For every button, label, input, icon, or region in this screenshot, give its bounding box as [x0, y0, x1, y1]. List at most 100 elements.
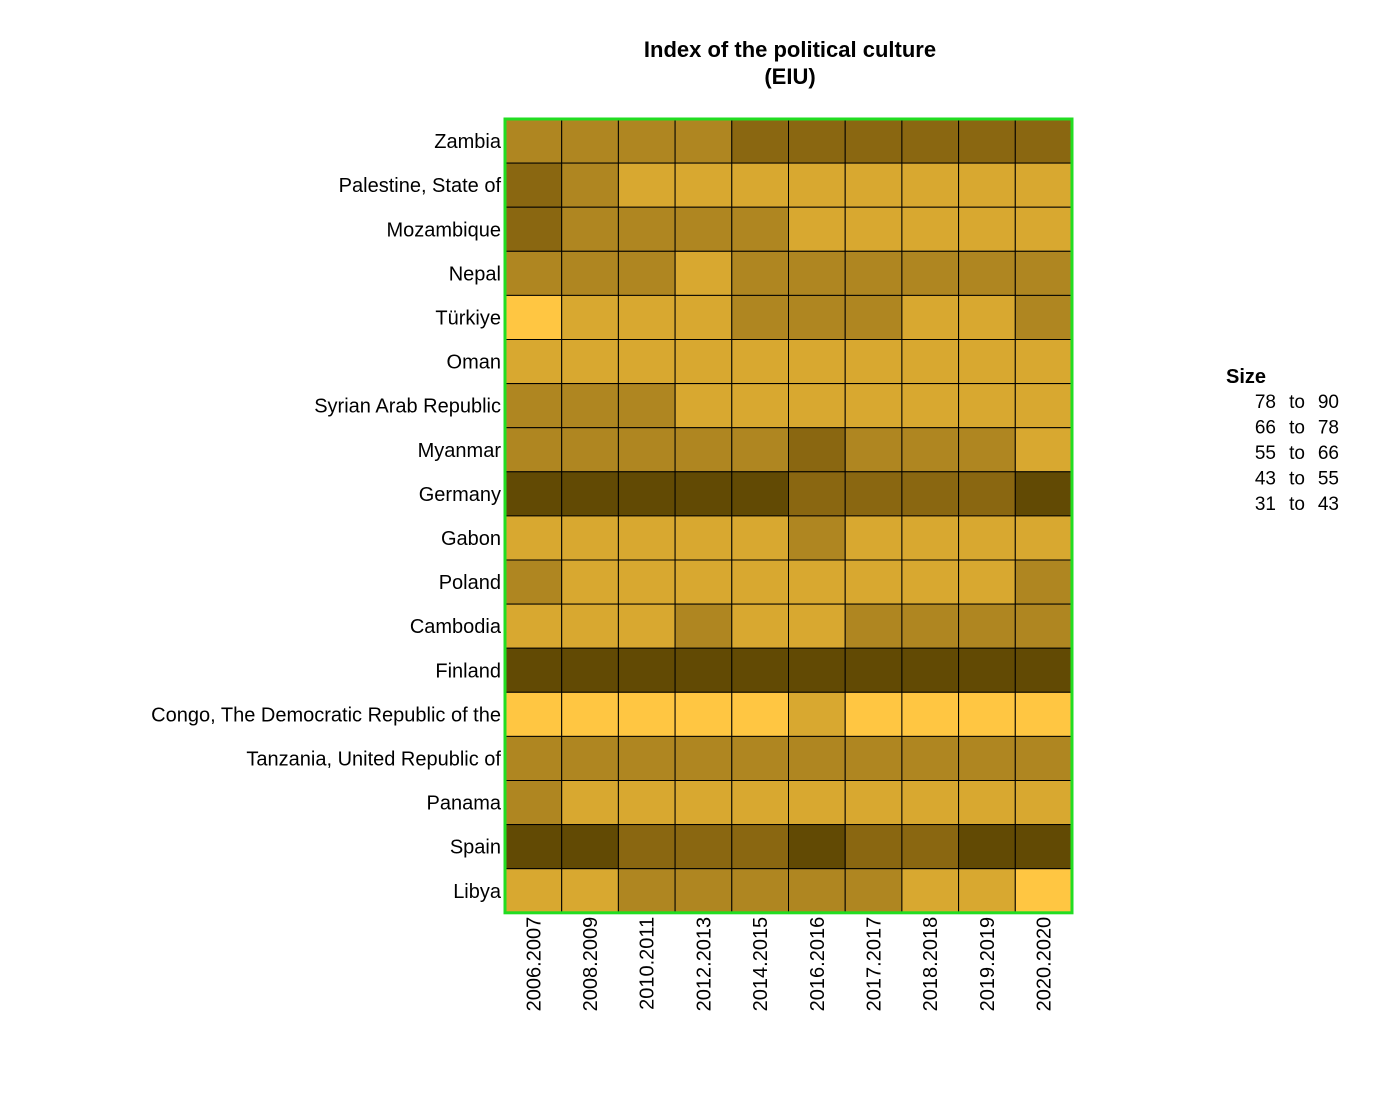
heatmap-cell	[561, 603, 619, 649]
heatmap-cell	[901, 339, 960, 385]
heatmap-cell	[901, 824, 960, 870]
heatmap-cell	[561, 383, 619, 429]
legend-range-start: 55	[1255, 443, 1276, 464]
heatmap-cell	[731, 294, 789, 340]
heatmap-cell	[504, 780, 563, 826]
heatmap-cell	[617, 824, 676, 870]
heatmap-cell	[731, 515, 789, 561]
heatmap-cell	[561, 647, 619, 693]
column-label: 2016.2016	[807, 917, 829, 1012]
heatmap-cell	[617, 559, 676, 605]
heatmap-cell	[958, 735, 1016, 782]
heatmap-cell	[788, 559, 846, 605]
heatmap-cell	[1014, 559, 1073, 605]
heatmap-cell	[844, 515, 903, 561]
heatmap-cell	[901, 868, 960, 914]
heatmap-cell	[674, 868, 733, 914]
heatmap-cell	[788, 294, 846, 340]
heatmap-cell	[901, 383, 960, 429]
heatmap-cell	[788, 471, 846, 517]
column-label: 2006.2007	[523, 917, 545, 1012]
heatmap-cell	[844, 339, 903, 385]
heatmap-cell	[958, 559, 1016, 605]
heatmap-cell	[788, 868, 846, 914]
heatmap-cell	[731, 250, 789, 296]
heatmap-cell	[674, 250, 733, 296]
heatmap-cell	[674, 383, 733, 429]
heatmap-cell	[1014, 471, 1073, 517]
plot-border	[503, 117, 1074, 915]
heatmap-cell	[504, 515, 563, 561]
heatmap-cell	[1014, 339, 1073, 385]
heatmap-cell	[844, 647, 903, 693]
heatmap-cell	[901, 559, 960, 605]
heatmap-cell	[504, 339, 563, 385]
column-label: 2008.2009	[580, 917, 602, 1012]
legend-title: Size	[1226, 366, 1266, 388]
heatmap-cell	[674, 559, 733, 605]
heatmap-cell	[1014, 427, 1073, 473]
heatmap-cell	[674, 691, 733, 737]
heatmap-cell	[788, 647, 846, 693]
heatmap-cell	[617, 603, 676, 649]
heatmap-cell	[901, 515, 960, 561]
heatmap-cell	[731, 383, 789, 429]
legend-range-end: 66	[1318, 443, 1339, 464]
heatmap-cell	[788, 162, 846, 208]
heatmap-cell	[617, 250, 676, 296]
heatmap-cell	[504, 206, 563, 252]
row-label: Palestine, State of	[339, 175, 502, 197]
heatmap-cell	[504, 471, 563, 517]
heatmap-cell	[1014, 868, 1073, 914]
heatmap-cell	[674, 118, 733, 164]
heatmap-cell	[504, 691, 563, 737]
legend-range-end: 55	[1318, 469, 1339, 490]
heatmap-cells	[504, 118, 1073, 914]
heatmap-cell	[674, 162, 733, 208]
heatmap-cell	[1014, 206, 1073, 252]
heatmap-cell	[674, 427, 733, 473]
heatmap-cell	[504, 294, 563, 340]
heatmap-cell	[731, 559, 789, 605]
heatmap-cell	[561, 735, 619, 782]
heatmap-cell	[844, 427, 903, 473]
legend-range-end: 78	[1318, 418, 1339, 439]
heatmap-cell	[1014, 515, 1073, 561]
heatmap-cell	[958, 294, 1016, 340]
heatmap-cell	[844, 294, 903, 340]
legend-range-start: 43	[1255, 469, 1276, 490]
legend-range-separator: to	[1289, 418, 1305, 439]
row-label: Türkiye	[435, 307, 501, 329]
chart-subtitle: (EIU)	[764, 64, 815, 89]
heatmap-cell	[958, 780, 1016, 826]
row-label: Spain	[450, 837, 501, 859]
legend-range-end: 43	[1318, 494, 1339, 515]
column-label: 2010.2011	[637, 917, 659, 1010]
heatmap-cell	[674, 603, 733, 649]
heatmap-cell	[901, 647, 960, 693]
heatmap-cell	[561, 515, 619, 561]
heatmap-cell	[901, 206, 960, 252]
heatmap-cell	[788, 206, 846, 252]
heatmap-cell	[674, 471, 733, 517]
heatmap-cell	[617, 780, 676, 826]
heatmap-cell	[1014, 824, 1073, 870]
heatmap-cell	[561, 339, 619, 385]
column-label: 2017.2017	[864, 917, 886, 1012]
row-label: Tanzania, United Republic of	[246, 748, 501, 770]
heatmap-cell	[901, 118, 960, 164]
heatmap-cell	[844, 691, 903, 737]
column-label: 2019.2019	[977, 917, 999, 1012]
heatmap-cell	[504, 735, 563, 782]
heatmap-cell	[561, 471, 619, 517]
heatmap-cell	[958, 118, 1016, 164]
heatmap-cell	[958, 868, 1016, 914]
heatmap-cell	[731, 868, 789, 914]
heatmap-cell	[504, 868, 563, 914]
heatmap-cell	[561, 780, 619, 826]
heatmap-cell	[1014, 250, 1073, 296]
heatmap-cell	[561, 250, 619, 296]
heatmap-cell	[844, 118, 903, 164]
heatmap-cell	[731, 427, 789, 473]
row-label: Myanmar	[418, 440, 502, 462]
